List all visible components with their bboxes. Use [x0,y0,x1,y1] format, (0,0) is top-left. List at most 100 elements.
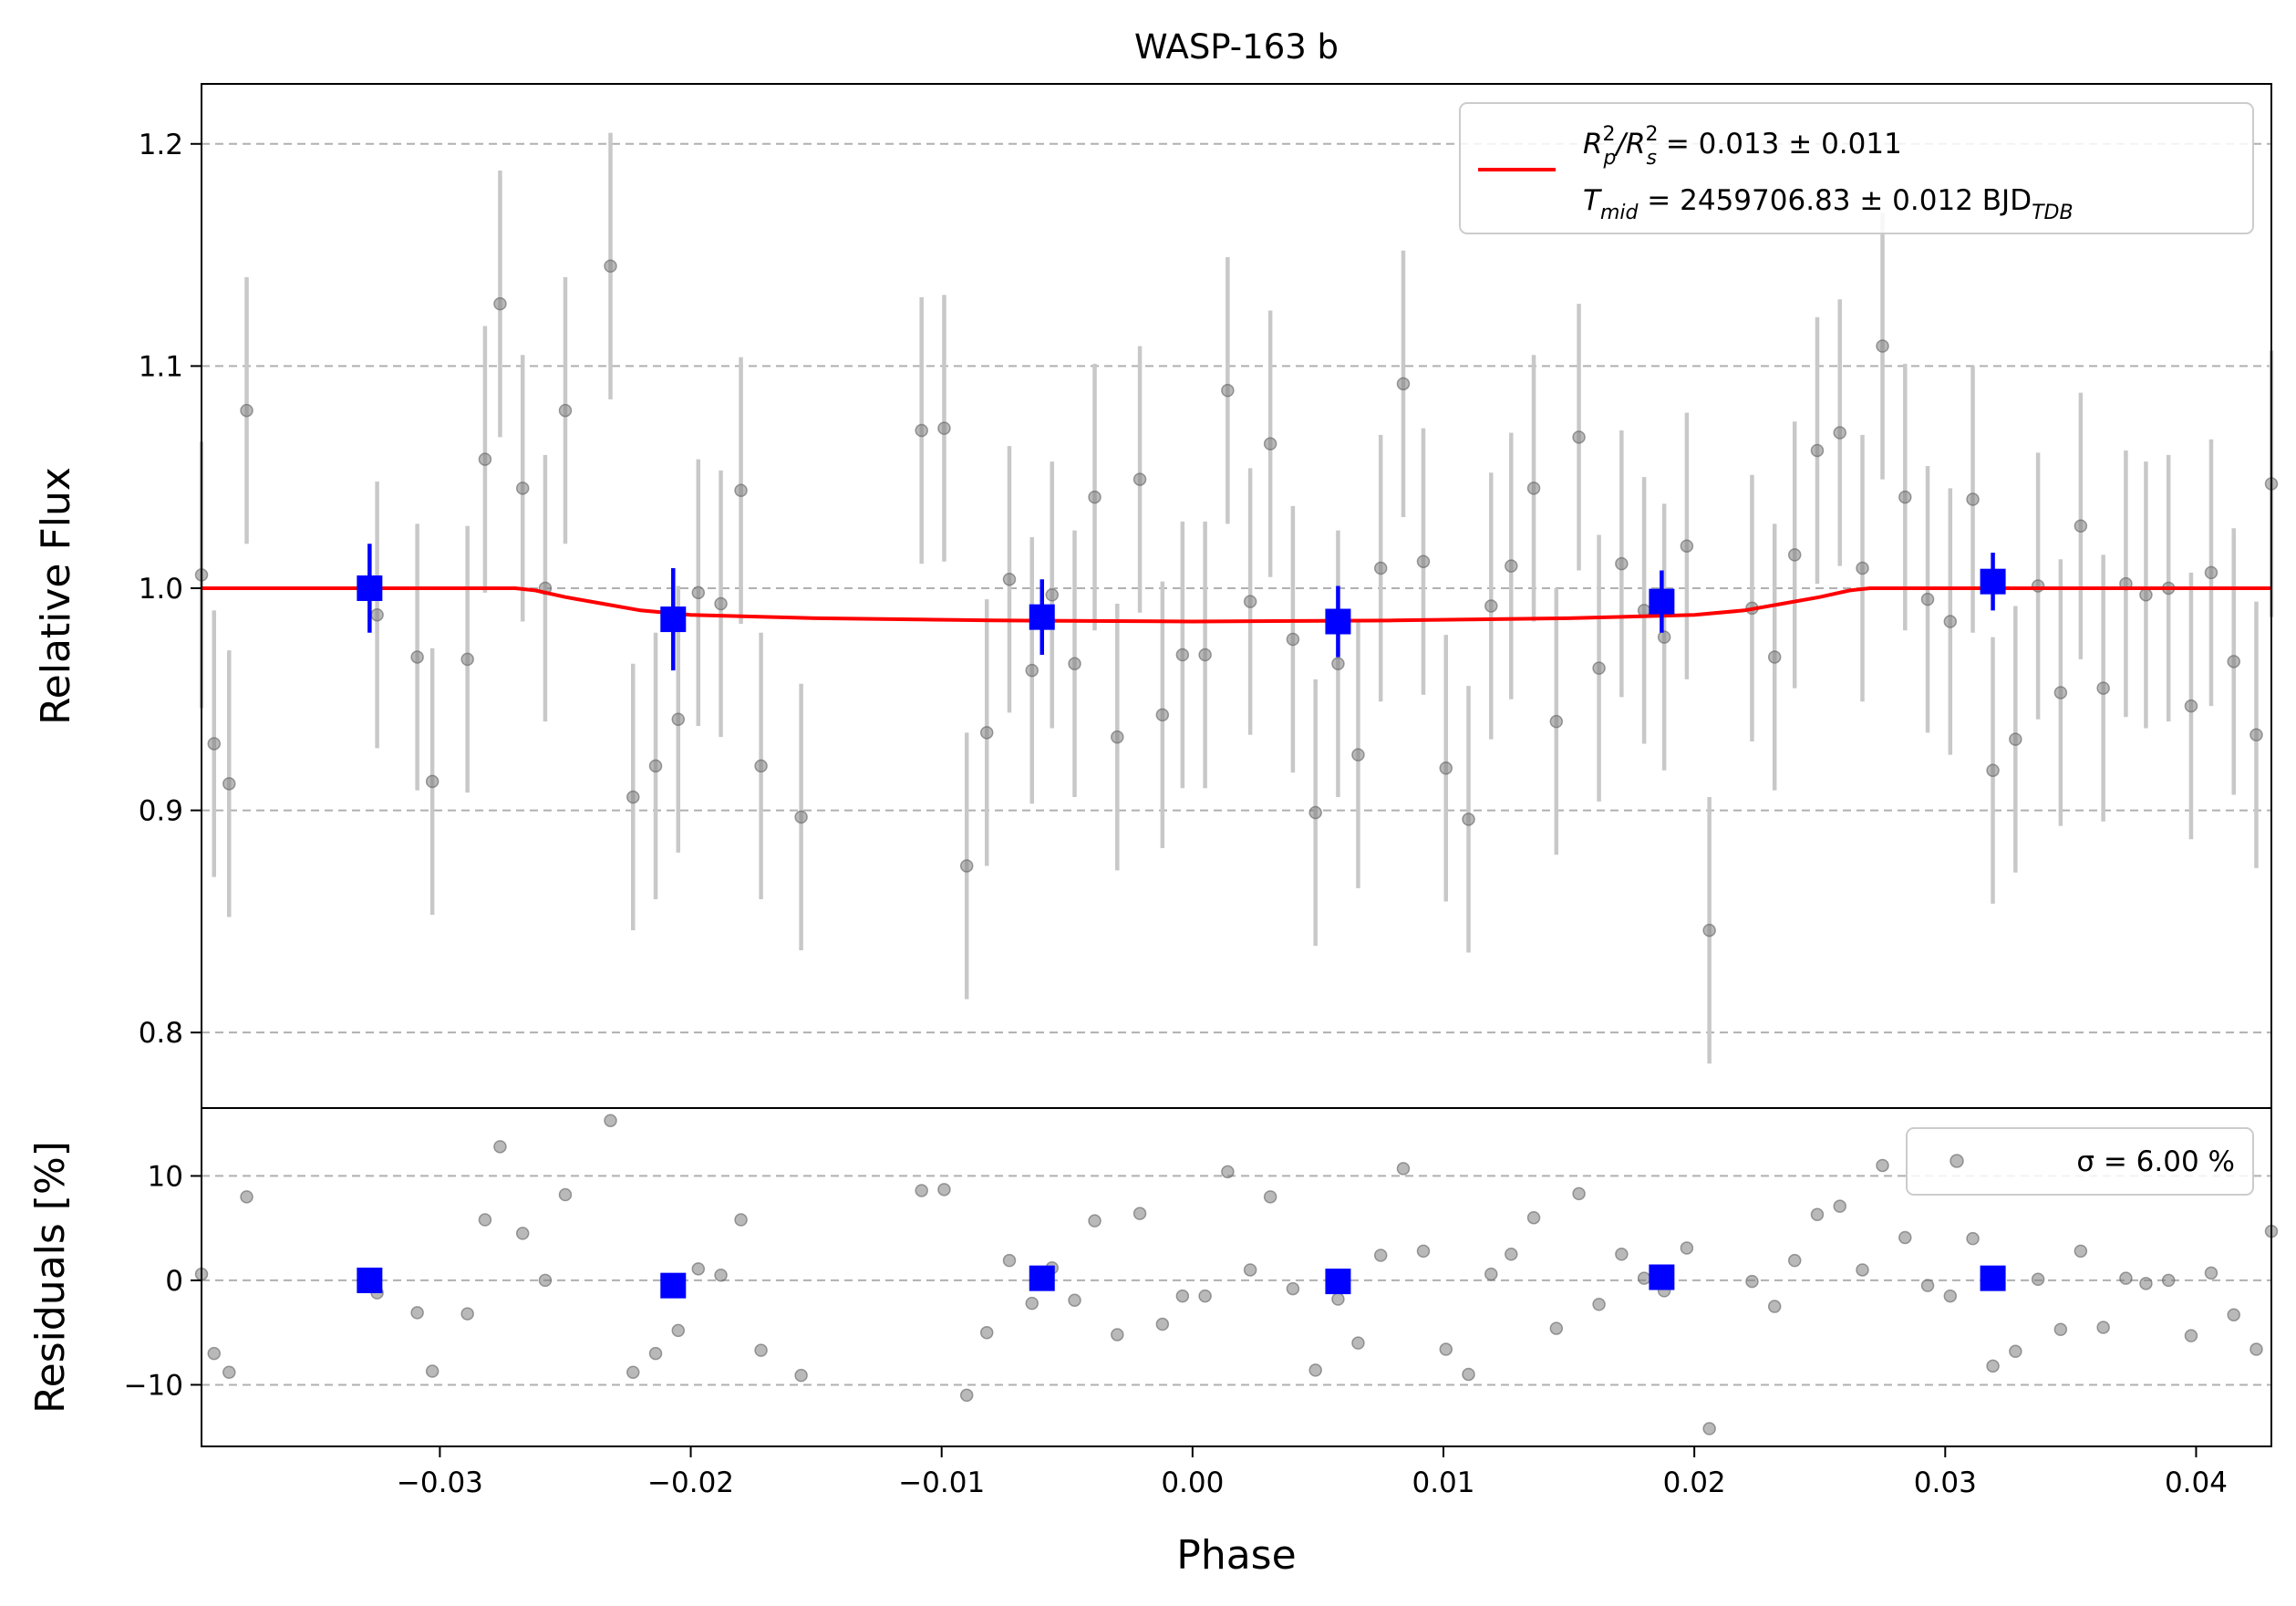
residual-point [1068,1293,1081,1307]
data-point [1986,763,2000,777]
data-point [207,737,222,751]
y-tick-label: −10 [124,1369,183,1402]
residual-point [493,1140,507,1154]
data-point [671,712,686,726]
y-axis-label-relative-flux: Relative Flux [33,467,79,725]
light-curve-y-ticks: 0.8 0.9 1.0 1.1 1.2 [139,129,202,1050]
data-point [1898,490,1912,504]
data-point [493,296,507,311]
binned-residual-point [1649,1264,1675,1290]
residual-point [1810,1207,1825,1222]
y-tick-label: 1.0 [139,573,183,606]
data-point [2227,655,2240,668]
data-point [1025,663,1039,678]
legend-tmid-entry: Tmid = 2459706.83 ± 0.012 BJDTDB [1583,184,2074,224]
residual-point [754,1343,768,1357]
y-tick-label: 1.1 [139,350,183,383]
residual-point [626,1365,640,1379]
residual-point [1856,1263,1869,1277]
residual-point [1615,1248,1629,1261]
residual-point [691,1262,706,1276]
residuals-axes-frame [201,1107,2272,1447]
binned-residual-point [357,1267,383,1293]
data-point [626,790,640,804]
y-tick-label: 0.8 [139,1017,183,1050]
residual-point [648,1346,663,1361]
data-point [1155,708,1170,722]
data-point [558,403,573,418]
residuals-legend-marker [1950,1154,1964,1168]
data-point [714,596,728,611]
residual-point [1025,1296,1039,1311]
residual-point [1263,1190,1277,1204]
data-point [2204,565,2218,580]
data-point [240,403,253,418]
residual-point [1484,1267,1498,1281]
data-point [1045,588,1060,602]
data-point [1263,437,1277,451]
binned-residual-point [1980,1265,2006,1291]
x-tick-label: 0.00 [1161,1466,1224,1499]
residual-point [1002,1253,1017,1268]
data-point [1856,561,1869,575]
residuals-binned-points [357,1264,2006,1299]
residual-point [915,1184,928,1197]
residual-point [207,1346,222,1361]
residual-point [1308,1363,1322,1377]
residual-point [1243,1263,1257,1277]
data-point [1787,548,1802,562]
x-tick-label: −0.02 [647,1466,734,1499]
data-point [425,774,440,789]
binned-point [1649,588,1675,615]
residual-point [2161,1273,2176,1288]
data-point [1833,426,1846,440]
residuals-x-ticks: −0.03 −0.02 −0.01 0.00 0.01 0.02 0.03 0.04 [397,1446,2228,1499]
residual-point [538,1273,553,1288]
residual-point [1351,1336,1365,1350]
residual-point [1920,1279,1935,1292]
x-tick-label: −0.01 [898,1466,985,1499]
data-point [1920,592,1935,606]
residual-point [1373,1249,1388,1262]
data-point [1876,339,1889,353]
residual-point [2227,1308,2240,1321]
residual-point [1416,1244,1431,1259]
data-point [691,585,706,600]
data-point [1966,492,1980,506]
residual-point [1221,1165,1235,1179]
y-axis-label-residuals: Residuals [%] [27,1141,74,1414]
residual-point [515,1227,530,1240]
data-point [754,759,768,773]
residual-point [734,1213,748,1227]
data-point [979,726,994,740]
data-point [915,423,928,438]
residual-point [1132,1207,1147,1220]
data-point [1657,630,1671,644]
binned-point [1980,568,2006,595]
data-point [1484,599,1498,613]
binned-residual-point [1325,1269,1351,1295]
chart-title: WASP-163 b [1134,27,1339,67]
residual-point [1767,1300,1782,1313]
residual-point [1745,1274,1759,1289]
data-point [410,650,424,664]
data-point [734,483,748,498]
data-point [2184,699,2198,713]
data-point [1308,805,1322,820]
data-point [1351,748,1365,762]
data-point [1132,472,1147,486]
data-point [794,810,808,824]
residual-point [1898,1230,1912,1245]
data-point [1373,561,1388,575]
residuals-legend-box [1906,1127,2254,1196]
residual-point [478,1213,492,1227]
residual-point [1331,1292,1345,1306]
residual-point [1702,1422,1716,1435]
residual-point [1088,1214,1101,1228]
residual-point [240,1190,253,1204]
data-point [1331,657,1345,671]
y-tick-label: 0.9 [139,795,183,828]
residual-point [1462,1367,1475,1382]
binned-point [1029,604,1055,630]
